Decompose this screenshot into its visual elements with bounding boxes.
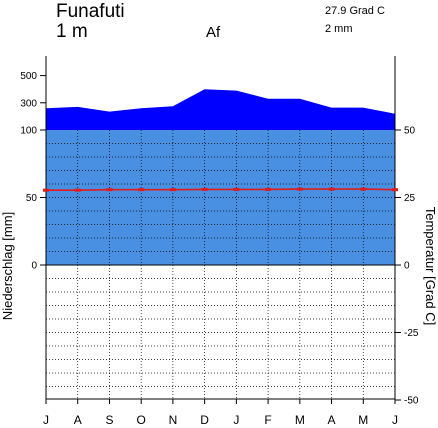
month-label: F <box>264 413 271 427</box>
temperature-point <box>43 188 49 192</box>
precip-tick-label: 500 <box>20 71 37 82</box>
temperature-point <box>296 187 303 191</box>
mean-temperature: 27.9 Grad C <box>325 5 385 17</box>
precip-tick-label: 0 <box>31 261 37 272</box>
temperature-point <box>265 187 272 191</box>
month-label: M <box>295 413 305 427</box>
month-label: A <box>328 413 336 427</box>
climate-classification: Af <box>206 24 221 41</box>
temperature-point <box>328 187 335 191</box>
temperature-point <box>106 188 113 192</box>
temp-tick-label: 25 <box>404 193 416 204</box>
temperature-point <box>360 187 367 191</box>
station-name: Funafuti <box>56 1 125 22</box>
temperature-point <box>138 188 145 192</box>
temp-tick-label: 50 <box>404 126 416 137</box>
month-label: M <box>358 413 368 427</box>
precip-axis-label: Niederschlag [mm] <box>0 212 15 320</box>
precip-tick-label: 300 <box>20 98 37 109</box>
precip-tick-label: 50 <box>26 193 38 204</box>
temperature-line <box>46 188 396 191</box>
temp-tick-label: -25 <box>404 328 419 339</box>
temp-tick-label: 0 <box>404 261 410 272</box>
precip-tick-label: 100 <box>20 126 37 137</box>
temperature-point <box>233 187 240 191</box>
temperature-point <box>392 188 398 192</box>
precip-high-area <box>46 89 395 130</box>
temperature-point <box>74 188 81 192</box>
month-label: S <box>105 413 113 427</box>
month-label: O <box>137 413 146 427</box>
temperature-point <box>201 187 208 191</box>
temp-tick-label: -50 <box>404 396 419 407</box>
month-label: N <box>169 413 178 427</box>
month-label: D <box>200 413 209 427</box>
temperature-point <box>169 188 176 192</box>
month-label: J <box>392 413 398 427</box>
month-label: A <box>74 413 82 427</box>
month-label: J <box>233 413 239 427</box>
temp-axis-label: Temperatur [Grad C] <box>423 207 438 326</box>
station-elevation: 1 m <box>56 21 88 42</box>
month-label: J <box>43 413 49 427</box>
annual-precipitation: 2 mm <box>325 23 353 35</box>
